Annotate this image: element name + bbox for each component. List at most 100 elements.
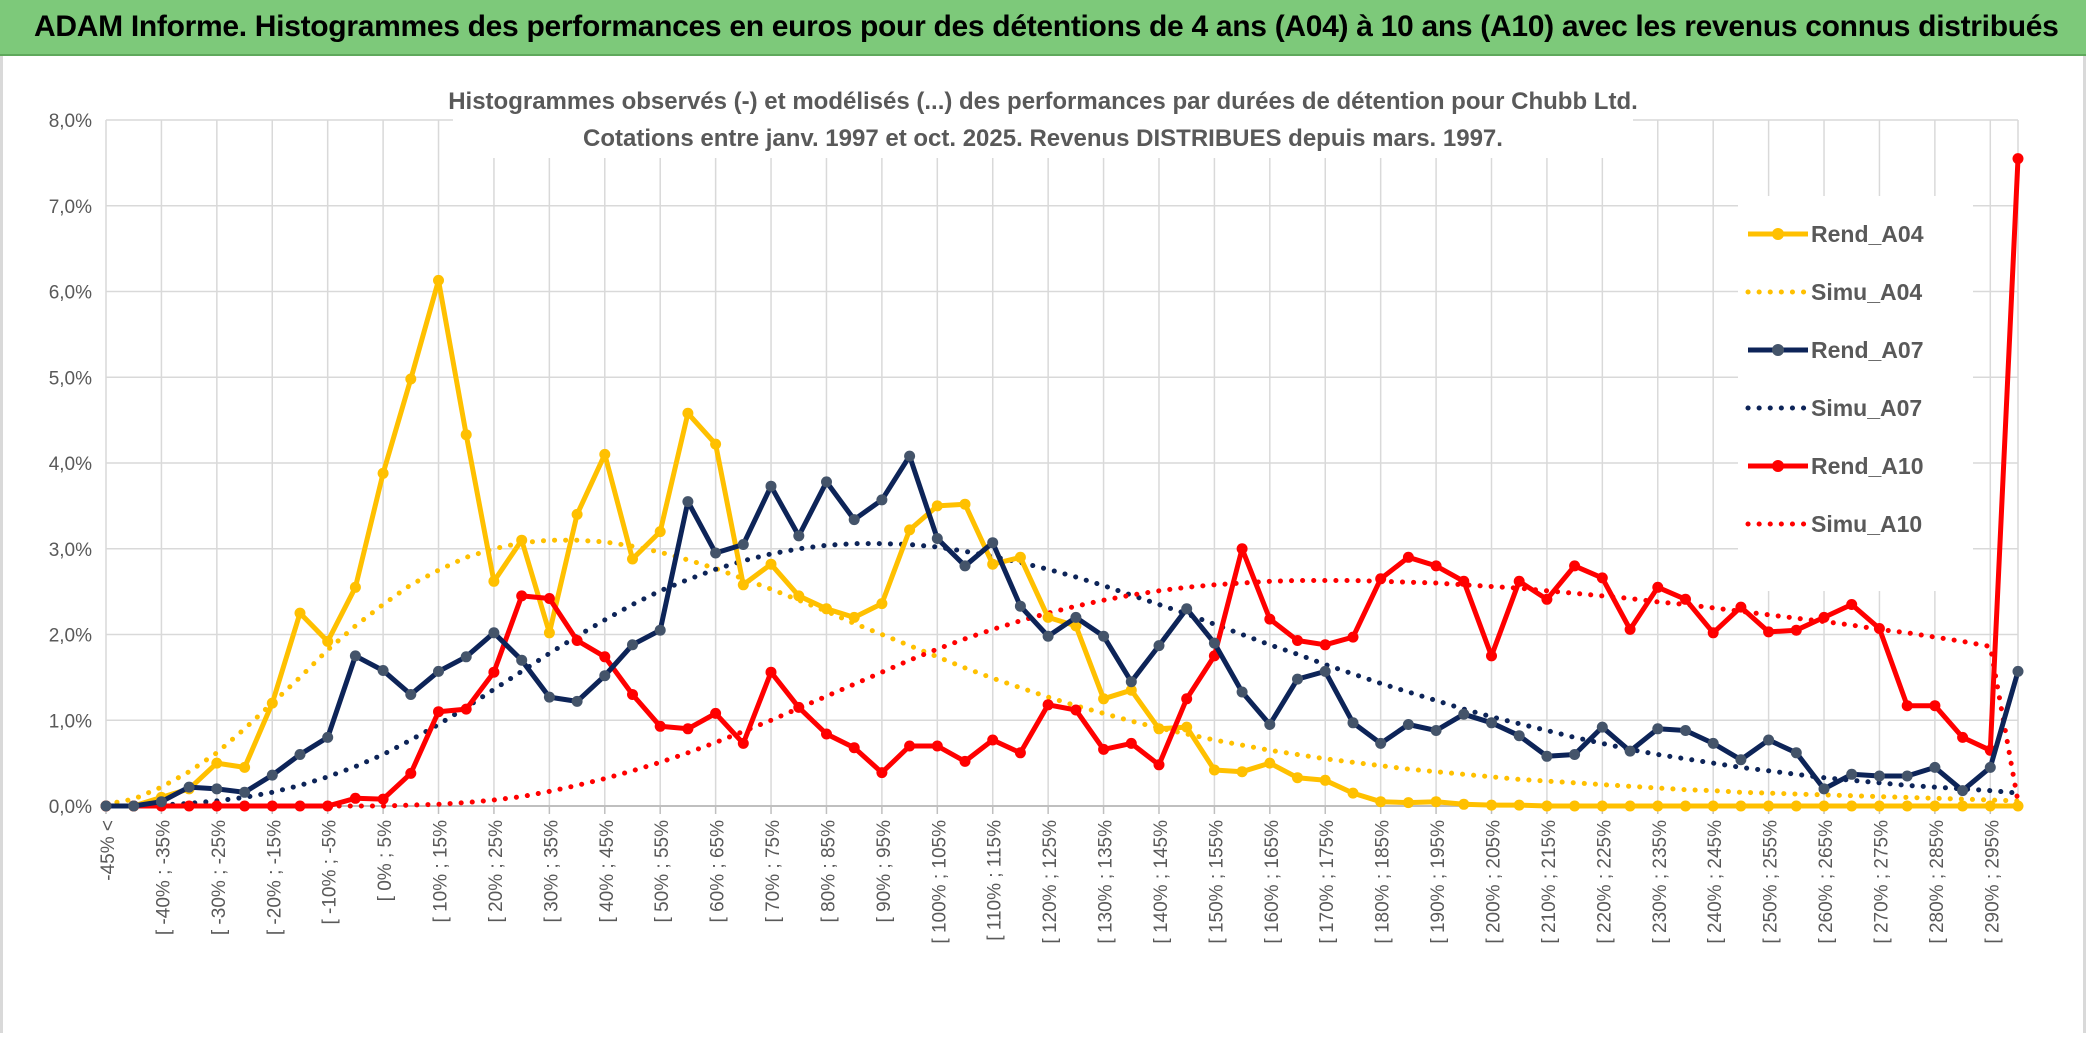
data-point — [1070, 704, 1082, 716]
data-point — [1347, 631, 1359, 643]
y-tick-label: 7,0% — [49, 197, 92, 218]
data-point — [1264, 757, 1276, 769]
data-point — [1596, 800, 1608, 812]
legend-marker — [1772, 344, 1784, 356]
data-point — [516, 534, 528, 546]
series-line — [103, 537, 2021, 807]
legend-item-simu_a10: Simu_A10 — [1745, 511, 1922, 537]
data-point — [1236, 543, 1248, 555]
data-point — [239, 786, 251, 798]
series-simu_a10 — [103, 578, 2021, 809]
data-point — [516, 590, 528, 602]
data-point — [1513, 799, 1525, 811]
data-point — [349, 650, 361, 662]
data-point — [1264, 719, 1276, 730]
data-point — [793, 590, 805, 602]
data-point — [1264, 613, 1276, 625]
data-point — [322, 731, 334, 743]
data-point — [1014, 600, 1026, 612]
data-point — [959, 755, 971, 767]
data-point — [1569, 800, 1581, 812]
x-tick-label: [ 60% ; 65% — [708, 820, 729, 923]
data-point — [1873, 770, 1885, 782]
x-tick-label: [ 290% ; 295% — [1982, 820, 2003, 944]
series-line — [106, 453, 2021, 809]
legend-label: Rend_A04 — [1811, 221, 1924, 247]
data-point — [1652, 723, 1664, 735]
data-point — [543, 627, 555, 639]
x-tick-label: [ 150% ; 155% — [1206, 820, 1227, 944]
data-point — [1541, 800, 1553, 812]
x-axis: -45% < [ -40% ; -35% [ -30% ; -25% [ -20% ;… — [98, 805, 2018, 944]
data-point — [1707, 800, 1719, 812]
data-point — [1569, 560, 1581, 572]
data-point — [460, 651, 472, 663]
data-point — [931, 500, 943, 512]
data-point — [1125, 684, 1137, 696]
y-tick-label: 8,0% — [49, 111, 92, 132]
data-point — [571, 508, 583, 520]
y-axis: 0,0% 1,0% 2,0% 3,0% 4,0% 5,0% 6,0% 7,0% 8,0% — [49, 111, 92, 818]
x-tick-label: [ 10% ; 15% — [431, 820, 452, 923]
data-point — [1957, 731, 1969, 743]
data-point — [405, 689, 417, 700]
data-point — [1153, 723, 1165, 735]
legend-item-rend_a10: Rend_A10 — [1748, 453, 1923, 479]
data-point — [1929, 800, 1941, 812]
data-point — [2012, 153, 2024, 165]
series-rend_a10 — [100, 153, 2024, 812]
data-point — [1292, 673, 1303, 685]
data-point — [405, 373, 417, 385]
data-point — [627, 689, 638, 700]
data-point — [1707, 737, 1719, 749]
data-point — [904, 740, 916, 752]
data-point — [1735, 754, 1747, 766]
data-point — [1181, 603, 1193, 615]
data-point — [682, 723, 694, 735]
x-tick-label: [ 260% ; 265% — [1816, 820, 1837, 944]
y-tick-label: 5,0% — [49, 368, 92, 389]
data-point — [488, 666, 500, 678]
data-point — [1042, 699, 1054, 711]
data-point — [1790, 747, 1802, 759]
data-point — [1680, 800, 1691, 812]
data-point — [793, 701, 805, 713]
data-point — [959, 498, 971, 510]
data-point — [1042, 630, 1054, 642]
data-point — [627, 553, 638, 565]
data-point — [737, 737, 749, 749]
data-point — [1347, 787, 1359, 799]
data-point — [1125, 676, 1137, 688]
x-tick-label: [ -40% ; -35% — [153, 820, 174, 935]
data-point — [1208, 764, 1220, 776]
data-point — [405, 767, 417, 779]
data-point — [1624, 623, 1636, 635]
data-point — [1901, 800, 1913, 812]
data-point — [848, 514, 860, 526]
data-point — [710, 438, 722, 450]
data-point — [516, 654, 528, 666]
data-point — [1901, 700, 1913, 712]
data-point — [1319, 774, 1331, 786]
legend-item-rend_a07: Rend_A07 — [1748, 337, 1923, 363]
x-tick-label: [ 140% ; 145% — [1151, 820, 1172, 944]
data-point — [1402, 797, 1414, 809]
x-tick-label: [ 30% ; 35% — [541, 820, 562, 923]
chart-legend: Rend_A04 Simu_A04 Rend_A07 Simu_A07 Rend_A10… — [1738, 196, 1973, 591]
y-tick-label: 3,0% — [49, 540, 92, 561]
data-point — [239, 761, 251, 773]
data-point — [876, 598, 888, 610]
series-line — [103, 541, 2021, 809]
data-point — [1790, 624, 1802, 636]
data-point — [488, 575, 500, 587]
data-point — [1375, 737, 1387, 749]
data-point — [2012, 665, 2024, 677]
data-point — [959, 560, 971, 572]
data-point — [848, 742, 860, 754]
data-point — [793, 530, 805, 542]
x-tick-label: [ -10% ; -5% — [320, 820, 341, 925]
data-point — [1208, 637, 1220, 649]
data-point — [1957, 800, 1969, 812]
legend-marker — [1772, 228, 1784, 240]
data-point — [627, 639, 638, 651]
